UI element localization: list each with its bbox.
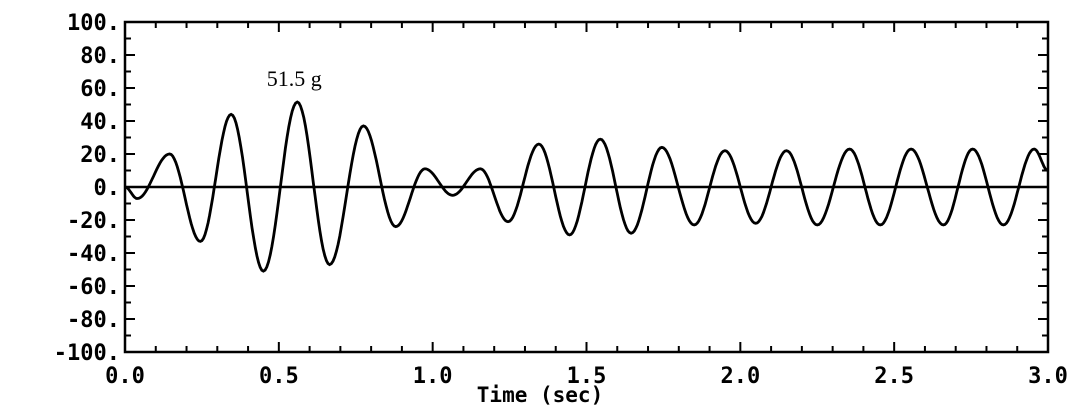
- x-tick-label: 0.0: [105, 364, 145, 389]
- axes: [123, 20, 1050, 354]
- x-tick-label: 2.5: [874, 364, 914, 389]
- series-line: [124, 100, 1049, 273]
- labels: Time (sec) 51.5 g: [267, 66, 603, 405]
- y-tick-label: 60.: [80, 77, 120, 102]
- x-tick-label: 3.0: [1028, 364, 1068, 389]
- y-tick-label: -100.: [54, 341, 120, 366]
- y-tick-label: 40.: [80, 110, 120, 135]
- y-tick-label: 100.: [67, 11, 120, 36]
- x-tick-label: 1.5: [567, 364, 607, 389]
- y-tick-label: -40.: [67, 242, 120, 267]
- peak-annotation: 51.5 g: [267, 66, 322, 91]
- x-axis-title: Time (sec): [477, 383, 603, 405]
- x-ticks: 0.0 0.5 1.0 1.5 2.0 2.5 3.0: [105, 22, 1068, 389]
- series: [124, 100, 1049, 273]
- y-tick-label: 0.: [94, 176, 121, 201]
- y-tick-label: 80.: [80, 44, 120, 69]
- x-tick-label: 2.0: [720, 364, 760, 389]
- y-tick-label: -80.: [67, 308, 120, 333]
- y-tick-label: 20.: [80, 143, 120, 168]
- y-ticks: 100. 80. 60. 40. 20. 0. -20. -40. -60. -80. -100.: [54, 11, 1048, 366]
- x-tick-label: 0.5: [259, 364, 299, 389]
- y-tick-label: -20.: [67, 209, 120, 234]
- y-tick-label: -60.: [67, 275, 120, 300]
- x-tick-label: 1.0: [413, 364, 453, 389]
